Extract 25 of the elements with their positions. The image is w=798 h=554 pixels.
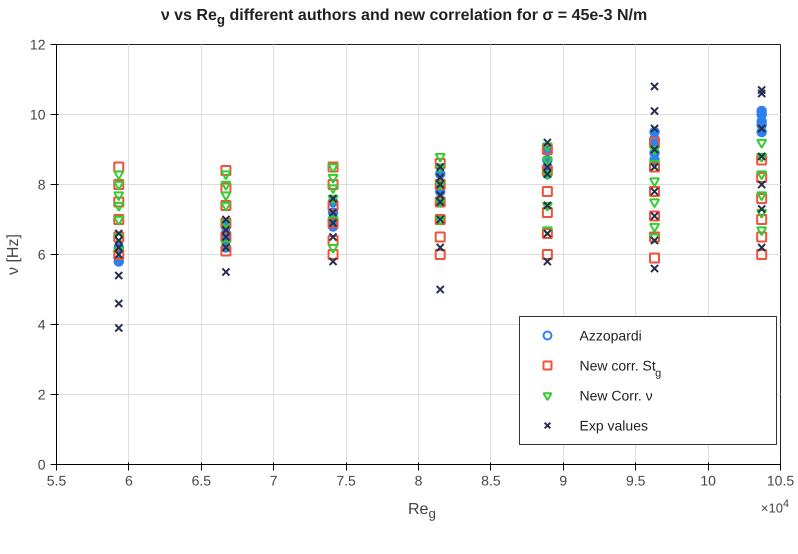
x-tick-label: 8.5 — [481, 472, 501, 488]
y-tick-label: 0 — [38, 456, 46, 472]
x-tick-label: 6 — [125, 472, 134, 488]
legend-label: New Corr. ν — [580, 388, 653, 404]
x-tick-label: 9 — [559, 472, 568, 488]
x-tick-label: 6.5 — [192, 472, 212, 488]
y-tick-label: 4 — [38, 316, 46, 332]
x-tick-label: 10 — [700, 472, 716, 488]
x-tick-label: 7 — [270, 472, 278, 488]
x-axis-title: Re$_{g}$ — [408, 500, 436, 524]
x-tick-label: 9.5 — [626, 472, 646, 488]
y-tick-label: 12 — [30, 36, 46, 52]
x-tick-label: 7.5 — [336, 472, 356, 488]
chart-title: ν vs Re$_{g}$ different authors and new correlation for σ = 45e-3 N/m — [160, 6, 648, 30]
text: ×10$^{4}$ — [760, 497, 789, 518]
x-tick-label: 5.5 — [46, 472, 66, 488]
x-tick-label: 8 — [414, 472, 423, 488]
x-tick-label: 10.5 — [766, 472, 794, 488]
y-tick-label: 10 — [30, 106, 46, 122]
legend-label: Azzopardi — [580, 328, 642, 344]
y-tick-label: 2 — [38, 386, 46, 402]
y-tick-label: 8 — [38, 176, 46, 192]
y-axis-title: ν [Hz] — [4, 234, 22, 275]
y-tick-label: 6 — [38, 246, 46, 262]
legend-label: Exp values — [580, 418, 648, 434]
